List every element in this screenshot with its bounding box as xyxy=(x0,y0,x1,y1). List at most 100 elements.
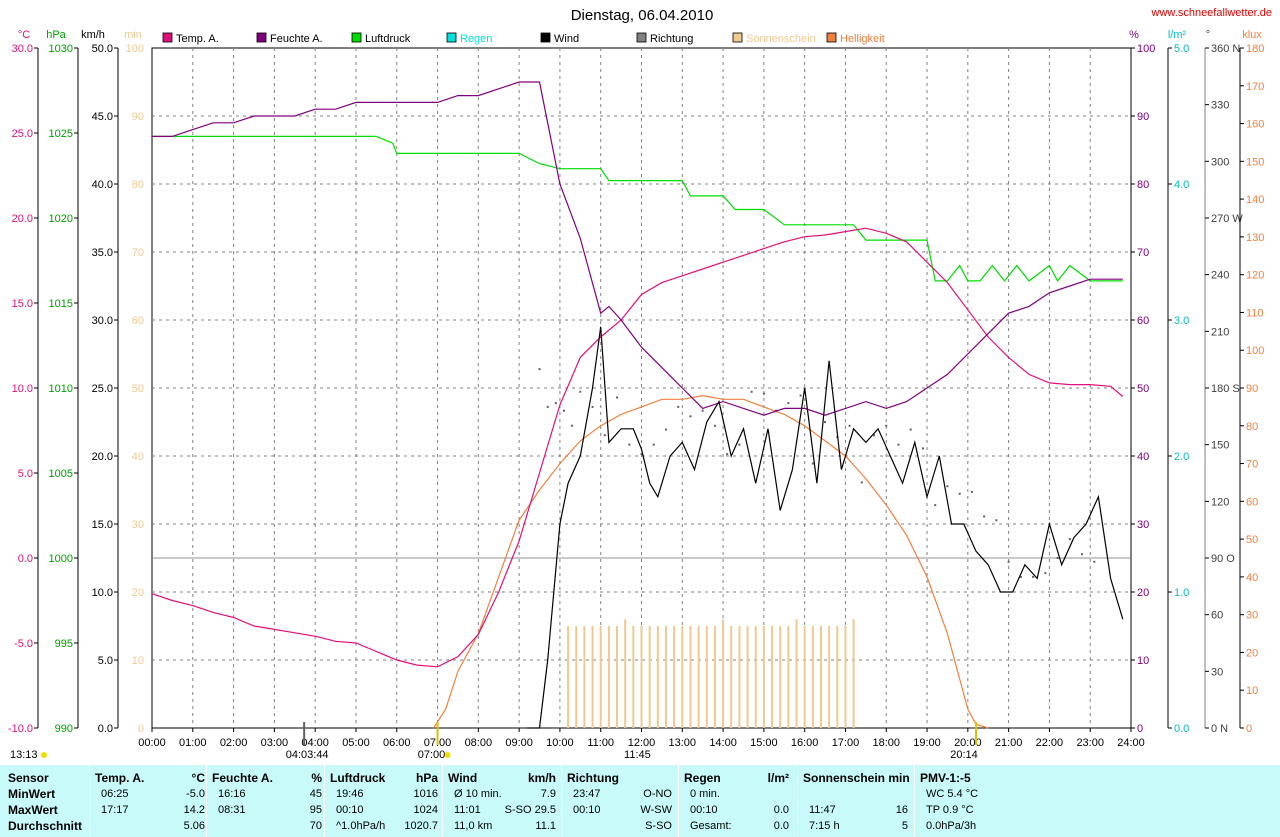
stats-header: Sonnenschein min xyxy=(803,771,910,785)
sun-tick-label: 20 xyxy=(132,587,144,599)
light-tick-label: 100 xyxy=(1246,345,1264,357)
stats-cell-time: 08:31 xyxy=(218,804,246,816)
light-tick-label: 30 xyxy=(1246,610,1258,622)
direction-tick-label: 270 W xyxy=(1211,213,1243,225)
humidity-tick-label: 10 xyxy=(1137,655,1149,667)
light-tick-label: 0 xyxy=(1246,723,1252,735)
stats-cell-time: 16:16 xyxy=(218,788,246,800)
stats-divider xyxy=(678,765,679,837)
direction-point xyxy=(885,424,888,427)
stats-cell-time: Ø 10 min. xyxy=(454,788,502,800)
wind-tick-label: 30.0 xyxy=(92,315,113,327)
direction-point xyxy=(616,396,619,399)
x-tick-label: 14:00 xyxy=(709,737,737,749)
direction-point xyxy=(1081,553,1084,556)
direction-point xyxy=(603,434,606,437)
wind-tick-label: 45.0 xyxy=(92,111,113,123)
temp-tick-label: -10.0 xyxy=(8,723,33,735)
stats-header: Feuchte A. xyxy=(212,771,273,785)
x-tick-label: 11:00 xyxy=(587,737,614,749)
wind-tick-label: 50.0 xyxy=(92,43,113,55)
temp-tick-label: 10.0 xyxy=(12,383,33,395)
series-line-helligkeit xyxy=(432,394,989,729)
direction-point xyxy=(562,409,565,412)
legend-swatch xyxy=(256,32,267,43)
legend-label: Helligkeit xyxy=(840,33,885,45)
sun-unit-label: min xyxy=(124,29,142,41)
humidity-tick-label: 0 xyxy=(1137,723,1143,735)
temp-tick-label: 25.0 xyxy=(12,128,33,140)
time-left-label: 13:13 xyxy=(10,749,38,761)
sun-tick-label: 60 xyxy=(132,315,144,327)
direction-point xyxy=(1007,560,1010,563)
stats-cell-value: 0.0 xyxy=(773,804,789,816)
site-url[interactable]: www.schneefallwetter.de xyxy=(1151,7,1272,19)
pressure-tick-label: 1000 xyxy=(49,553,73,565)
rain-tick-label: 1.0 xyxy=(1174,587,1189,599)
wind-tick-label: 25.0 xyxy=(92,383,113,395)
direction-tick-label: 60 xyxy=(1211,610,1223,622)
legend-label: Richtung xyxy=(650,33,693,45)
light-tick-label: 140 xyxy=(1246,194,1264,206)
stats-cell-time: 17:17 xyxy=(101,804,129,816)
stats-divider xyxy=(797,765,798,837)
light-tick-label: 90 xyxy=(1246,383,1258,395)
series-line-feuchte-a- xyxy=(152,81,1123,416)
legend-label: Temp. A. xyxy=(176,33,219,45)
temp-tick-label: 0.0 xyxy=(18,553,33,565)
stats-header-unit: °C xyxy=(191,771,205,785)
direction-point xyxy=(1056,557,1059,559)
x-tick-label: 19:00 xyxy=(913,737,941,749)
direction-point xyxy=(591,405,594,408)
stats-cell-time: TP 0.9 °C xyxy=(926,804,974,816)
x-tick-label: 09:00 xyxy=(505,737,533,749)
direction-point xyxy=(701,409,704,412)
stats-cell-time: 00:10 xyxy=(336,804,364,816)
direction-point xyxy=(1068,538,1071,541)
direction-point xyxy=(909,428,912,431)
stats-cell-value: 1016 xyxy=(413,788,438,800)
temp-tick-label: 30.0 xyxy=(12,43,33,55)
direction-point xyxy=(554,402,557,405)
stats-cell-time: 0 min. xyxy=(690,788,720,800)
humidity-tick-label: 50 xyxy=(1137,383,1149,395)
direction-tick-label: 90 O xyxy=(1211,553,1235,565)
light-tick-label: 70 xyxy=(1246,459,1258,471)
direction-point xyxy=(538,368,541,371)
stats-panel: Sensor Temp. A. °C Feuchte A.% Luftdruck hPa W… xyxy=(0,765,1280,837)
humidity-tick-label: 40 xyxy=(1137,451,1149,463)
light-tick-label: 170 xyxy=(1246,81,1264,93)
direction-point xyxy=(824,421,827,423)
direction-point xyxy=(787,402,790,405)
direction-point xyxy=(664,428,667,431)
direction-point xyxy=(579,390,582,393)
stats-cell-time: 06:25 xyxy=(101,788,129,800)
legend: Temp. A. Feuchte A. Luftdruck Regen Wind Rich… xyxy=(162,32,885,45)
wind-tick-label: 35.0 xyxy=(92,247,113,259)
rain-tick-label: 4.0 xyxy=(1174,179,1189,191)
x-tick-label: 04:00 xyxy=(301,737,329,749)
sun-tick-label: 90 xyxy=(132,111,144,123)
stats-cell-time: Gesamt: xyxy=(690,820,732,832)
light-tick-label: 110 xyxy=(1246,307,1264,319)
direction-point xyxy=(995,519,998,522)
stats-cell-value: 11.1 xyxy=(535,820,556,832)
stats-divider xyxy=(561,765,562,837)
rain-tick-label: 5.0 xyxy=(1174,43,1189,55)
light-tick-label: 130 xyxy=(1246,232,1264,244)
wind-tick-label: 10.0 xyxy=(92,587,113,599)
rain-tick-label: 3.0 xyxy=(1174,315,1189,327)
stats-cell-time: 11,0 km xyxy=(454,820,493,832)
stats-cell-time: 11:47 xyxy=(809,804,836,816)
stats-header-unit: l/m² xyxy=(767,771,789,785)
direction-point xyxy=(873,434,876,437)
light-tick-label: 120 xyxy=(1246,270,1264,282)
direction-point xyxy=(897,443,900,446)
temp-tick-label: 5.0 xyxy=(18,468,33,480)
stats-cell-value: 70 xyxy=(309,820,322,832)
direction-point xyxy=(811,462,814,465)
stats-divider xyxy=(206,765,207,837)
direction-tick-label: 360 N xyxy=(1211,43,1240,55)
x-tick-label: 20:00 xyxy=(954,737,982,749)
legend-label: Sonnenschein xyxy=(746,33,816,45)
